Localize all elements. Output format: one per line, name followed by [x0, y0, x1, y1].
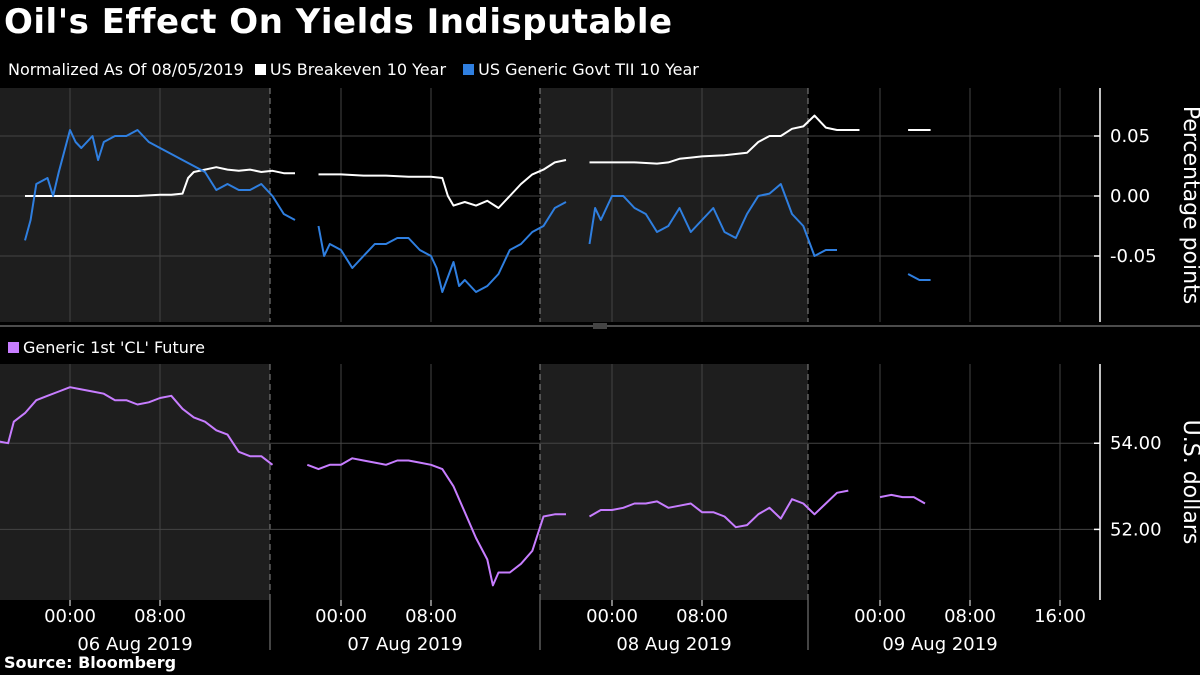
legend-item-breakeven: US Breakeven 10 Year — [254, 60, 452, 79]
x-tick-label: 00:00 — [854, 606, 906, 627]
day-label: 07 Aug 2019 — [347, 634, 462, 655]
bottom-legend: Generic 1st 'CL' Future — [8, 338, 205, 357]
y-tick-label: 0.05 — [1110, 126, 1150, 147]
x-tick-label: 00:00 — [315, 606, 367, 627]
x-tick-label: 08:00 — [676, 606, 728, 627]
series-line — [589, 114, 860, 165]
x-tick-label: 00:00 — [44, 606, 96, 627]
legend-swatch-tii — [463, 64, 475, 75]
series-line — [318, 159, 567, 209]
session-band — [540, 88, 808, 322]
y-axis-label: U.S. dollars — [1178, 420, 1200, 545]
x-tick-label: 16:00 — [1034, 606, 1086, 627]
y-tick-label: -0.05 — [1110, 246, 1157, 267]
legend-label-tii: US Generic Govt TII 10 Year — [478, 60, 699, 79]
series-line — [306, 457, 566, 587]
session-band — [0, 88, 270, 322]
y-tick-label: 52.00 — [1110, 519, 1162, 540]
legend-item-cl: Generic 1st 'CL' Future — [8, 338, 205, 357]
legend-label-cl: Generic 1st 'CL' Future — [23, 338, 205, 357]
day-label: 09 Aug 2019 — [882, 634, 997, 655]
series-line — [317, 201, 567, 293]
legend-label-breakeven: US Breakeven 10 Year — [269, 60, 447, 79]
y-tick-label: 0.00 — [1110, 186, 1150, 207]
series-line — [24, 129, 296, 241]
legend-item-tii: US Generic Govt TII 10 Year — [463, 60, 705, 79]
series-line — [879, 493, 926, 505]
x-tick-label: 08:00 — [944, 606, 996, 627]
series-line — [25, 166, 295, 197]
day-label: 06 Aug 2019 — [77, 634, 192, 655]
panel-splitter-handle — [593, 323, 607, 329]
y-tick-label: 54.00 — [1110, 433, 1162, 454]
source-note: Source: Bloomberg — [4, 653, 177, 672]
series-line — [589, 489, 849, 529]
session-band — [540, 364, 808, 600]
chart-title: Oil's Effect On Yields Indisputable — [4, 2, 673, 42]
legend-swatch-cl — [8, 342, 19, 353]
series-line — [0, 386, 274, 466]
y-axis-label: Percentage points — [1178, 106, 1200, 304]
day-label: 08 Aug 2019 — [616, 634, 731, 655]
series-line — [907, 273, 931, 281]
x-tick-label: 00:00 — [586, 606, 638, 627]
normalized-label: Normalized As Of 08/05/2019 — [8, 60, 244, 79]
top-legend: Normalized As Of 08/05/2019 US Breakeven… — [8, 60, 711, 79]
x-tick-label: 08:00 — [134, 606, 186, 627]
series-line — [588, 183, 837, 257]
x-tick-label: 08:00 — [405, 606, 457, 627]
legend-swatch-breakeven — [254, 64, 266, 75]
